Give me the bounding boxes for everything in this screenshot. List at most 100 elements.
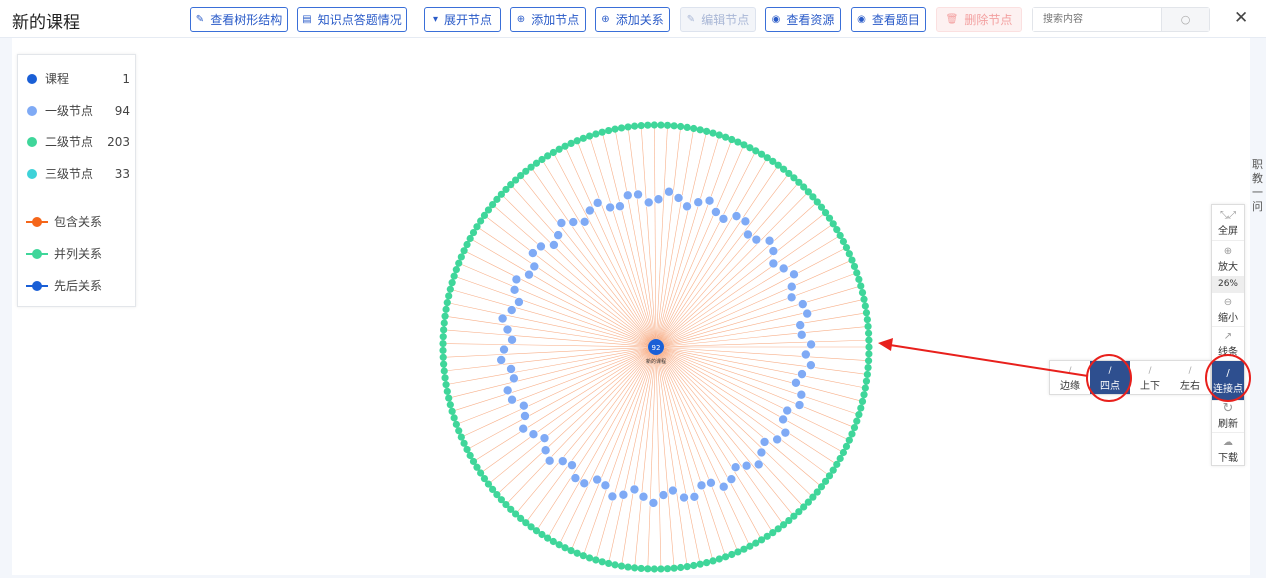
level2-node[interactable] xyxy=(715,131,723,139)
level2-node[interactable] xyxy=(517,514,525,523)
download-button[interactable]: ☁ 下载 xyxy=(1212,433,1244,466)
level1-node[interactable] xyxy=(567,460,577,470)
level2-node[interactable] xyxy=(493,195,501,203)
level1-node[interactable] xyxy=(570,473,581,483)
level2-node[interactable] xyxy=(774,525,782,533)
level1-node[interactable] xyxy=(539,433,550,443)
level2-node[interactable] xyxy=(734,138,742,146)
level2-node[interactable] xyxy=(809,193,817,201)
level2-node[interactable] xyxy=(440,319,448,327)
level2-node[interactable] xyxy=(757,150,766,158)
level1-node[interactable] xyxy=(592,474,602,485)
level1-node[interactable] xyxy=(753,459,764,470)
level2-node[interactable] xyxy=(507,181,515,189)
level1-node[interactable] xyxy=(778,263,789,274)
level2-node[interactable] xyxy=(445,394,453,402)
level1-node[interactable] xyxy=(782,405,793,416)
level2-node[interactable] xyxy=(532,527,541,535)
level1-node[interactable] xyxy=(764,235,775,246)
level2-node[interactable] xyxy=(865,336,873,344)
level2-node[interactable] xyxy=(567,546,575,555)
level2-node[interactable] xyxy=(631,564,639,572)
level2-node[interactable] xyxy=(683,563,691,571)
level2-node[interactable] xyxy=(441,374,449,382)
level2-node[interactable] xyxy=(734,548,742,556)
level2-node[interactable] xyxy=(439,333,447,341)
level1-node[interactable] xyxy=(795,320,806,330)
level1-node[interactable] xyxy=(802,308,812,319)
level2-node[interactable] xyxy=(440,326,448,334)
level1-node[interactable] xyxy=(514,297,524,307)
level2-node[interactable] xyxy=(657,565,665,573)
level1-node[interactable] xyxy=(519,400,529,411)
zoom-in-button[interactable]: ⊕ 放大 xyxy=(1212,242,1244,276)
level1-node[interactable] xyxy=(797,369,807,379)
level2-node[interactable] xyxy=(644,565,652,573)
level1-node[interactable] xyxy=(711,207,721,217)
level2-node[interactable] xyxy=(502,185,510,194)
level2-node[interactable] xyxy=(631,122,639,130)
level2-node[interactable] xyxy=(862,377,871,385)
level2-node[interactable] xyxy=(439,353,447,361)
level1-node[interactable] xyxy=(789,269,799,280)
level1-node[interactable] xyxy=(801,349,811,360)
level2-node[interactable] xyxy=(657,121,665,129)
edit-node-button[interactable]: ✎ 编辑节点 xyxy=(680,7,756,32)
level1-node[interactable] xyxy=(706,477,716,488)
level1-node[interactable] xyxy=(664,186,674,197)
anchor-top-bottom-option[interactable]: / 上下 xyxy=(1130,361,1170,394)
level2-node[interactable] xyxy=(512,176,520,184)
level2-node[interactable] xyxy=(848,256,856,264)
level2-node[interactable] xyxy=(862,309,871,317)
level2-node[interactable] xyxy=(457,253,465,261)
level2-node[interactable] xyxy=(469,228,478,237)
level1-node[interactable] xyxy=(696,480,707,491)
level2-node[interactable] xyxy=(617,124,626,132)
level2-node[interactable] xyxy=(573,549,581,557)
level1-node[interactable] xyxy=(536,241,546,252)
level2-node[interactable] xyxy=(598,128,606,136)
level2-node[interactable] xyxy=(763,532,771,540)
level2-node[interactable] xyxy=(477,217,485,225)
level1-node[interactable] xyxy=(544,455,555,466)
line-style-button[interactable]: ↗ 线条 xyxy=(1212,327,1244,361)
level1-node[interactable] xyxy=(796,389,807,400)
level2-node[interactable] xyxy=(800,503,808,511)
level2-node[interactable] xyxy=(864,322,872,331)
level1-node[interactable] xyxy=(499,344,509,355)
level1-node[interactable] xyxy=(629,484,640,495)
level1-node[interactable] xyxy=(502,324,513,335)
level1-node[interactable] xyxy=(786,281,797,292)
level2-node[interactable] xyxy=(839,237,848,246)
level2-node[interactable] xyxy=(853,269,861,277)
level2-node[interactable] xyxy=(469,457,478,466)
level2-node[interactable] xyxy=(848,430,856,438)
level2-node[interactable] xyxy=(442,381,450,389)
level2-node[interactable] xyxy=(746,542,754,550)
level2-node[interactable] xyxy=(813,198,821,206)
level2-node[interactable] xyxy=(538,155,546,164)
level2-node[interactable] xyxy=(709,129,717,137)
level1-node[interactable] xyxy=(643,197,654,208)
level2-node[interactable] xyxy=(721,553,730,561)
level2-node[interactable] xyxy=(670,564,678,572)
level2-node[interactable] xyxy=(455,427,463,435)
level2-node[interactable] xyxy=(637,121,645,130)
level1-node[interactable] xyxy=(806,360,816,370)
level2-node[interactable] xyxy=(561,142,569,150)
legend-course[interactable]: 课程 1 xyxy=(26,70,130,87)
level2-node[interactable] xyxy=(779,165,788,173)
course-node[interactable] xyxy=(648,339,664,355)
search-button[interactable]: ○ xyxy=(1161,8,1209,31)
level2-node[interactable] xyxy=(763,154,771,162)
level2-node[interactable] xyxy=(445,292,453,300)
level1-node[interactable] xyxy=(528,248,538,258)
level2-node[interactable] xyxy=(624,123,632,131)
level1-node[interactable] xyxy=(796,329,807,340)
level2-node[interactable] xyxy=(709,557,717,565)
level2-node[interactable] xyxy=(857,282,865,290)
level2-node[interactable] xyxy=(774,161,782,169)
level1-node[interactable] xyxy=(718,481,729,492)
level1-node[interactable] xyxy=(524,269,534,280)
level2-node[interactable] xyxy=(825,472,834,480)
